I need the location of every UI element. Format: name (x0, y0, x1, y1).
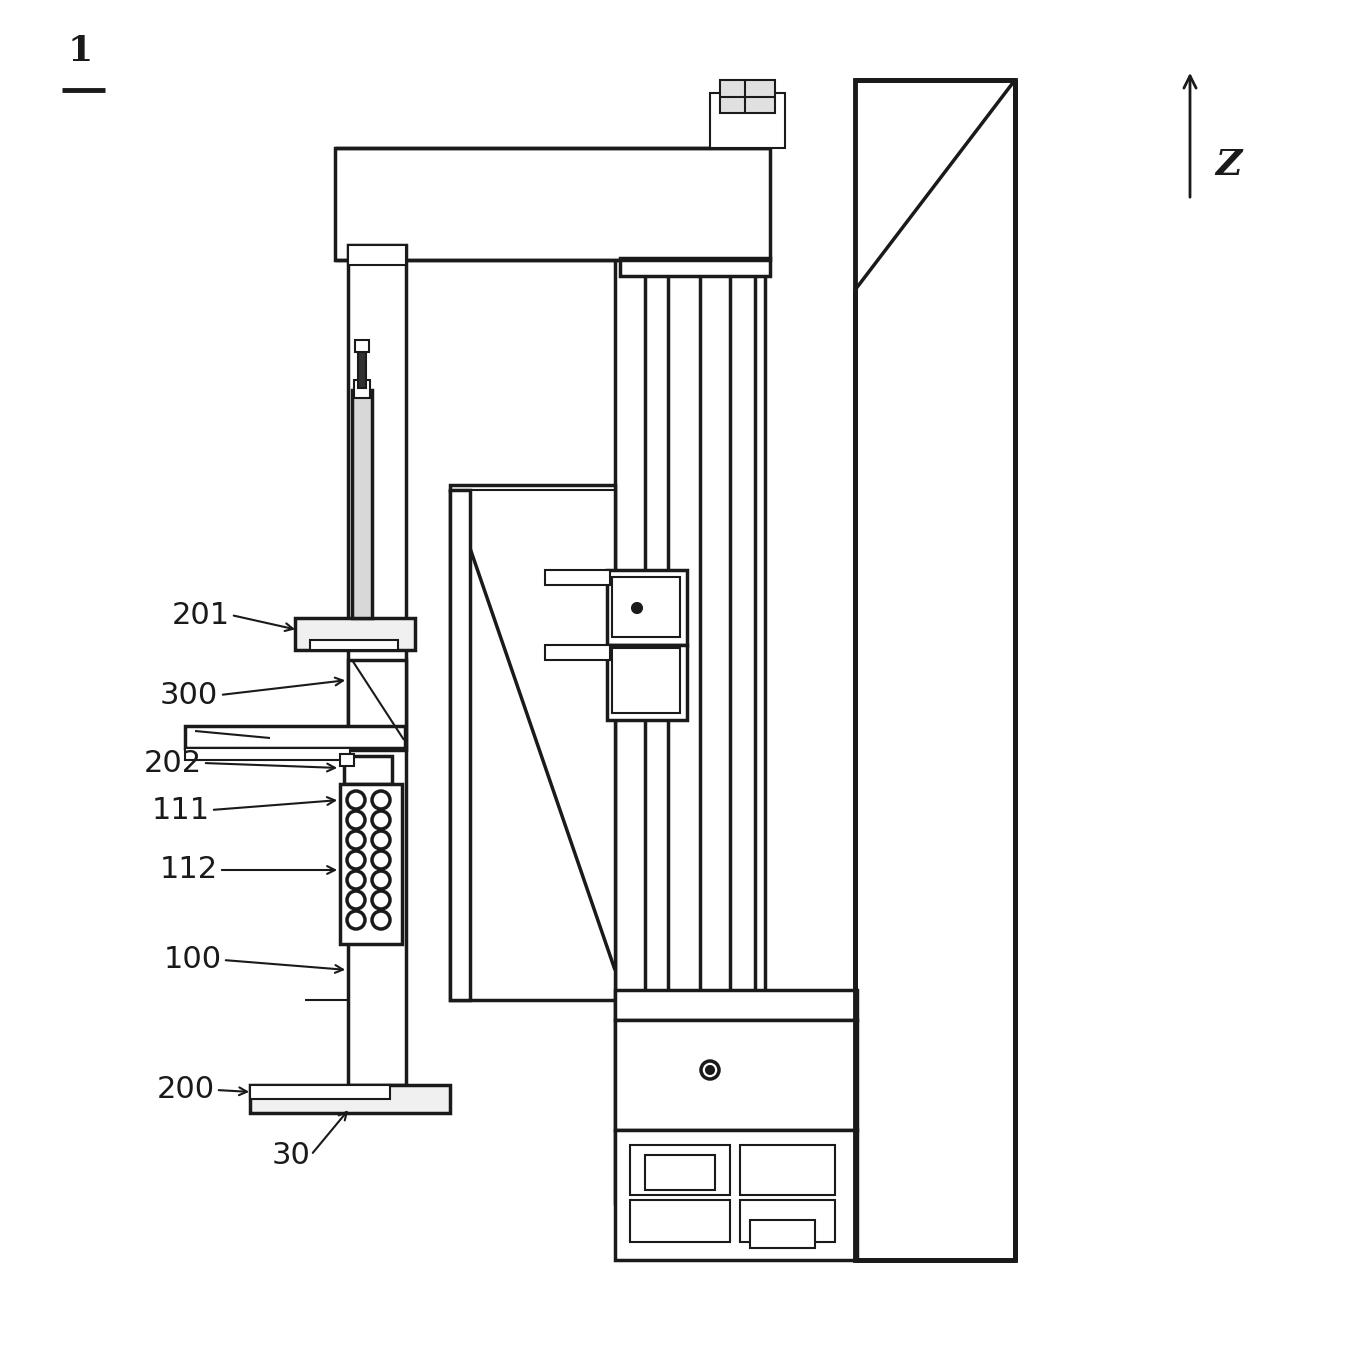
Circle shape (347, 851, 365, 870)
Bar (349, 245, 406, 1085)
Bar (740, 1145, 835, 1195)
Circle shape (632, 603, 642, 612)
Bar (354, 380, 370, 397)
Bar (616, 1019, 857, 1130)
Bar (545, 645, 610, 660)
Circle shape (372, 851, 390, 870)
Bar (612, 577, 680, 637)
Circle shape (347, 811, 365, 829)
Bar (251, 1085, 449, 1113)
Text: 112: 112 (159, 856, 218, 885)
Circle shape (372, 891, 390, 909)
Bar (449, 490, 470, 1000)
Bar (311, 640, 398, 651)
Bar (349, 245, 406, 265)
Bar (616, 1130, 857, 1260)
Bar (710, 93, 785, 148)
Bar (340, 784, 402, 945)
Bar (185, 749, 350, 759)
Bar (620, 259, 770, 276)
Bar (340, 754, 354, 766)
Bar (720, 80, 775, 113)
Circle shape (347, 791, 365, 808)
Circle shape (347, 832, 365, 849)
Text: Z: Z (1215, 148, 1241, 182)
Text: 30: 30 (271, 1141, 311, 1169)
Bar (296, 618, 415, 651)
Text: 201: 201 (172, 600, 230, 630)
Bar (750, 1219, 814, 1248)
Circle shape (372, 871, 390, 889)
Text: 111: 111 (153, 795, 210, 825)
Text: 300: 300 (159, 680, 218, 709)
Bar (616, 259, 765, 1203)
Circle shape (372, 832, 390, 849)
Text: 1: 1 (68, 34, 93, 68)
Text: 100: 100 (163, 946, 222, 974)
Circle shape (372, 911, 390, 930)
Bar (358, 348, 366, 388)
Bar (631, 1200, 730, 1243)
Bar (335, 148, 770, 260)
Circle shape (701, 1062, 719, 1079)
Bar (355, 340, 369, 352)
Circle shape (347, 911, 365, 930)
Bar (612, 648, 680, 713)
Bar (607, 645, 686, 720)
Circle shape (372, 811, 390, 829)
Text: 202: 202 (144, 749, 202, 777)
Bar (349, 660, 406, 750)
Bar (855, 80, 1015, 1260)
Circle shape (372, 791, 390, 808)
Bar (607, 570, 686, 645)
Bar (740, 1200, 835, 1243)
Polygon shape (449, 485, 616, 1000)
Circle shape (347, 871, 365, 889)
Bar (616, 989, 857, 1019)
Bar (345, 755, 392, 784)
Bar (251, 1085, 390, 1098)
Bar (185, 725, 405, 749)
Bar (631, 1145, 730, 1195)
Bar (351, 391, 372, 618)
Text: 200: 200 (157, 1075, 215, 1105)
Circle shape (706, 1066, 714, 1074)
Bar (646, 1155, 715, 1190)
Circle shape (347, 891, 365, 909)
Bar (545, 570, 610, 585)
